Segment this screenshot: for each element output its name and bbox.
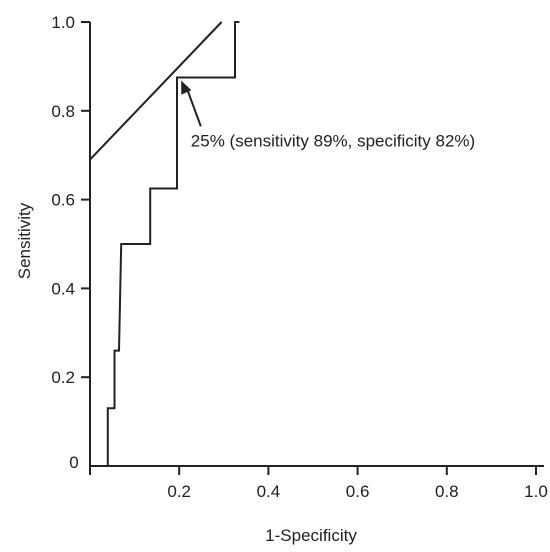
x-tick-label: 0.2 xyxy=(167,482,191,501)
x-tick-label: 0.8 xyxy=(435,482,459,501)
y-tick-label: 1.0 xyxy=(51,13,75,32)
annotation-layer: 25% (sensitivity 89%, specificity 82%) xyxy=(181,80,475,150)
y-tick-label: 0.2 xyxy=(51,368,75,387)
x-axis-title: 1-Specificity xyxy=(265,526,357,545)
axes-layer xyxy=(89,22,544,467)
y-axis-title: Sensitivity xyxy=(15,202,34,279)
annotation-arrowhead xyxy=(181,80,192,95)
series-layer xyxy=(89,21,240,466)
y-tick-label: 0.6 xyxy=(51,191,75,210)
annotation-arrow-line xyxy=(185,86,202,127)
origin-label: 0 xyxy=(69,453,78,472)
x-tick-label: 0.6 xyxy=(346,482,370,501)
y-tick-label: 0.4 xyxy=(51,279,75,298)
y-tick-label: 0.8 xyxy=(51,102,75,121)
x-tick-label: 1.0 xyxy=(524,482,548,501)
ticks-layer: 0.2 0.4 0.6 0.8 1.0 0.2 0.4 0.6 0.8 1.0 xyxy=(51,13,547,501)
roc-curve-line xyxy=(106,21,240,466)
tangent-line xyxy=(89,21,223,161)
x-tick-label: 0.4 xyxy=(257,482,281,501)
annotation-text: 25% (sensitivity 89%, specificity 82%) xyxy=(191,131,475,150)
